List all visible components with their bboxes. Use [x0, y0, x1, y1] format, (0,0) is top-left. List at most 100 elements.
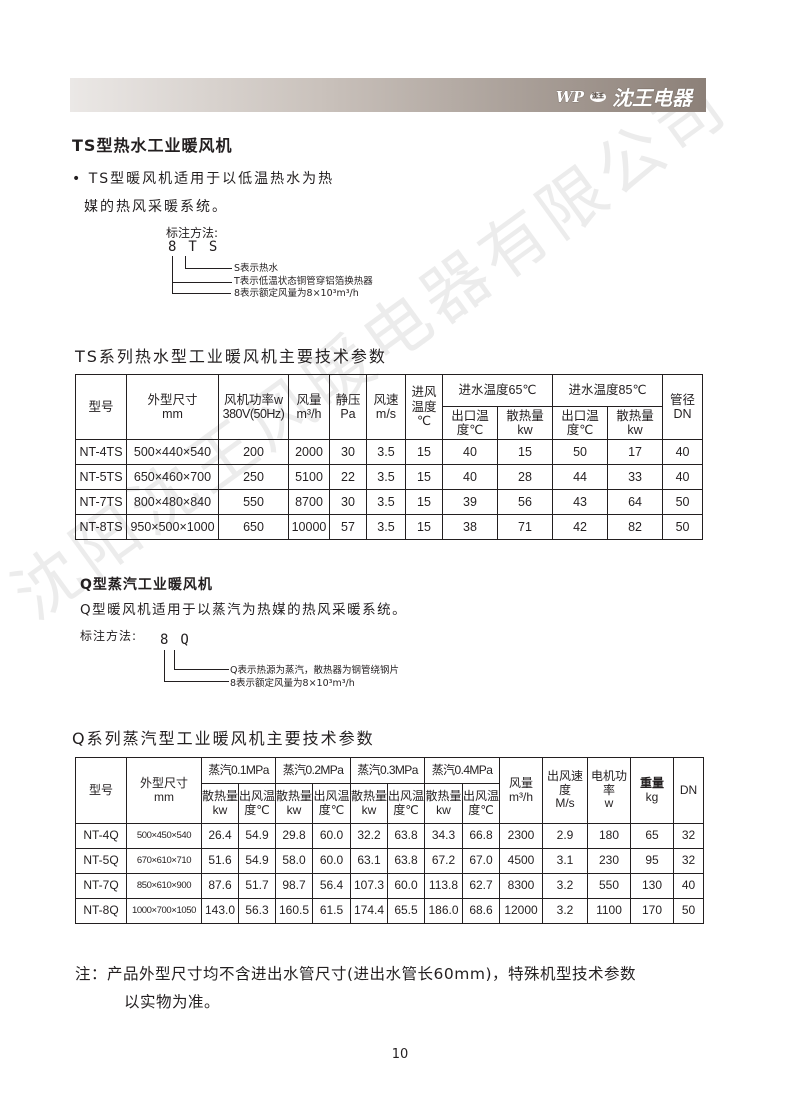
table-cell: 113.8	[424, 873, 463, 899]
table-cell: 2.9	[542, 823, 588, 849]
table-cell: 44	[552, 464, 609, 490]
ann-line-q	[174, 650, 229, 670]
table-cell: 95	[630, 848, 674, 874]
table-cell: 8300	[499, 873, 543, 899]
table-cell: 500×440×540	[126, 439, 219, 465]
table-cell: 43	[552, 489, 609, 515]
th-speed: 出风速度 M/s	[542, 757, 588, 824]
table-cell: 29.8	[275, 823, 313, 849]
table-cell: 42	[552, 514, 609, 540]
ann-line-q8	[164, 650, 229, 682]
table-cell: 56.3	[238, 898, 276, 924]
ts-table-body: NT-4TS 500×440×540 200 2000 30 3.5 15 40 15 50 17 4…	[75, 439, 704, 540]
table-cell: 500×450×540	[126, 823, 202, 849]
table-cell: 38	[442, 514, 498, 540]
th-model: 型号	[75, 757, 127, 824]
th-out-temp: 出风温 度℃	[387, 783, 425, 824]
table-cell: 32	[673, 823, 704, 849]
table-cell: 3.5	[366, 514, 406, 540]
table-cell: 61.5	[312, 898, 351, 924]
table-cell: 1100	[587, 898, 631, 924]
table-cell: 65	[630, 823, 674, 849]
table-cell: 26.4	[201, 823, 239, 849]
table-cell: 30	[329, 489, 367, 515]
table-cell: 5100	[288, 464, 330, 490]
th-steam-04: 蒸汽0.4MPa	[424, 757, 500, 784]
table-cell: 60.0	[312, 823, 351, 849]
th-w85: 进水温度85℃	[552, 374, 664, 407]
q-title: Q型蒸汽工业暖风机	[80, 577, 213, 593]
table-cell: NT-4TS	[75, 439, 127, 465]
th-heat: 散热量 kw	[275, 783, 313, 824]
table-cell: 66.8	[462, 823, 500, 849]
table-cell: 67.2	[424, 848, 463, 874]
th-size: 外型尺寸 mm	[126, 374, 219, 440]
table-cell: 98.7	[275, 873, 313, 899]
header-bar: WP 沈王 沈王电器	[70, 78, 706, 112]
table-cell: 17	[607, 439, 664, 465]
th-out-temp-85: 出口温 度℃	[552, 406, 609, 440]
table-row: NT-4TS 500×440×540 200 2000 30 3.5 15 40 15 50 17 4…	[75, 439, 704, 465]
table-cell: 15	[405, 464, 443, 490]
note-line1: 注：产品外型尺寸均不含进出水管尺寸(进出水管长60mm)，特殊机型技术参数	[75, 965, 637, 983]
th-out-temp: 出风温 度℃	[312, 783, 351, 824]
note-line2: 以实物为准。	[124, 993, 221, 1011]
q-desc: Q型暖风机适用于以蒸汽为热媒的热风采暖系统。	[80, 602, 408, 618]
q-table-body: NT-4Q 500×450×540 26.4 54.9 29.8 60.0 32.2 63.8…	[75, 823, 704, 924]
table-cell: NT-8TS	[75, 514, 127, 540]
table-cell: 71	[496, 514, 554, 540]
th-steam-01: 蒸汽0.1MPa	[201, 757, 276, 784]
table-cell: 82	[607, 514, 664, 540]
table-cell: 3.2	[542, 898, 588, 924]
table-cell: 15	[405, 514, 443, 540]
th-pressure: 静压 Pa	[329, 374, 367, 440]
th-dn: DN	[673, 757, 704, 824]
q-table-title: Q系列蒸汽型工业暖风机主要技术参数	[72, 729, 375, 748]
table-cell: 50	[662, 489, 704, 515]
table-cell: NT-5Q	[75, 848, 127, 874]
th-heat: 散热量 kw	[424, 783, 463, 824]
table-cell: 10000	[288, 514, 330, 540]
table-cell: 34.3	[424, 823, 463, 849]
logo-seal: 沈王	[590, 91, 606, 102]
ts-spec-table: 型号 外型尺寸 mm 风机功率w 380V(50Hz) 风量 m³/h 静压 Pa 风速…	[75, 374, 704, 540]
table-cell: 28	[496, 464, 554, 490]
table-cell: 670×610×710	[126, 848, 202, 874]
table-cell: 186.0	[424, 898, 463, 924]
th-out-temp: 出风温 度℃	[238, 783, 276, 824]
table-cell: 3.2	[542, 873, 588, 899]
table-cell: 22	[329, 464, 367, 490]
table-cell: 63.8	[387, 823, 425, 849]
th-out-temp-65: 出口温 度℃	[442, 406, 498, 440]
table-cell: 56	[496, 489, 554, 515]
th-flow: 风量 m³/h	[288, 374, 330, 440]
table-cell: NT-7Q	[75, 873, 127, 899]
table-cell: 67.0	[462, 848, 500, 874]
table-cell: 62.7	[462, 873, 500, 899]
ts-title: TS型热水工业暖风机	[72, 136, 233, 155]
table-row: NT-8TS 950×500×1000 650 10000 57 3.5 15 38 71 42 8…	[75, 514, 704, 540]
table-cell: 3.5	[366, 464, 406, 490]
table-cell: 200	[218, 439, 289, 465]
table-cell: 950×500×1000	[126, 514, 219, 540]
th-size: 外型尺寸 mm	[126, 757, 202, 824]
table-cell: 650×460×700	[126, 464, 219, 490]
th-motor: 电机功率 w	[587, 757, 631, 824]
table-cell: 550	[218, 489, 289, 515]
ann-t: T表示低温状态铜管穿铝箔换热器	[234, 276, 373, 287]
table-row: NT-4Q 500×450×540 26.4 54.9 29.8 60.0 32.2 63.8…	[75, 823, 704, 849]
ann-line-s	[185, 256, 232, 269]
table-row: NT-7TS 800×480×840 550 8700 30 3.5 15 39 56 43 64 5…	[75, 489, 704, 515]
table-cell: 30	[329, 439, 367, 465]
th-out-temp: 出风温 度℃	[462, 783, 500, 824]
table-cell: 650	[218, 514, 289, 540]
table-cell: 63.8	[387, 848, 425, 874]
th-heat: 散热量 kw	[201, 783, 239, 824]
th-pipe: 管径 DN	[662, 374, 704, 440]
ann-8: 8表示额定风量为8×10³m³/h	[234, 288, 359, 299]
table-cell: 54.9	[238, 848, 276, 874]
table-cell: 50	[673, 898, 704, 924]
table-cell: 107.3	[350, 873, 388, 899]
th-heat: 散热量 kw	[350, 783, 388, 824]
ann-s: S表示热水	[234, 263, 279, 274]
